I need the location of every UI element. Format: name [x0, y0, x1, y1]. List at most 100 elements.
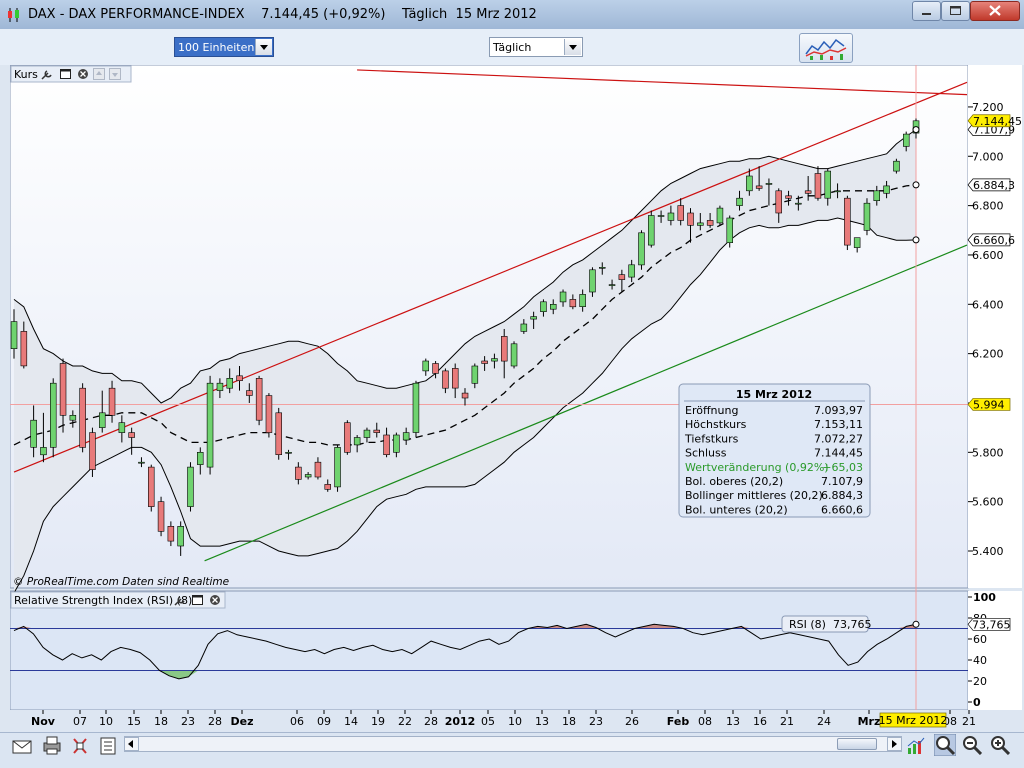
candle-body-up [608, 284, 616, 286]
candle [510, 341, 518, 369]
close-panel-icon[interactable] [78, 69, 88, 79]
rsi-tick-label: 0 [973, 696, 981, 709]
scroll-right-arrow[interactable] [887, 737, 902, 751]
candle [118, 415, 126, 443]
rsi-axis-tag: 73,765 [967, 617, 1011, 631]
candle [236, 365, 243, 391]
candle [873, 185, 880, 206]
indicators-chart-icon [805, 38, 847, 60]
minimize-button[interactable] [912, 1, 941, 21]
candle [304, 472, 312, 480]
maximize-button[interactable] [941, 1, 970, 21]
move-up-icon[interactable] [93, 68, 105, 80]
zoom-select-icon[interactable] [934, 734, 956, 756]
candle [295, 462, 302, 485]
candle-body-up [10, 321, 18, 350]
candle [148, 464, 155, 512]
candle [432, 361, 439, 379]
candle-body-up [353, 437, 361, 446]
rsi-wrench-icon[interactable] [174, 596, 185, 606]
candle-body-down [79, 387, 86, 448]
time-tick-label: 16 [753, 715, 767, 728]
candle [549, 299, 557, 315]
candle [49, 378, 57, 458]
candle-body-up [471, 365, 479, 384]
info-row-label: Tiefstkurs [684, 432, 739, 445]
candle-body-up [412, 382, 420, 433]
time-tick-label: Mrz [858, 715, 881, 728]
candle-body-up [138, 461, 145, 464]
candle-body-up [893, 160, 900, 172]
rsi-close-icon[interactable] [210, 595, 220, 605]
candle-body-up [49, 382, 57, 448]
time-tick-label: 22 [398, 715, 412, 728]
candle [99, 390, 106, 433]
candle [20, 321, 28, 369]
trend-line-upper-channel[interactable] [13, 81, 968, 473]
candle [79, 383, 86, 453]
print-icon[interactable] [42, 735, 62, 755]
time-tick-label: 18 [562, 715, 576, 728]
candle-body-down [785, 195, 792, 199]
trend-line-top-resistance[interactable] [357, 69, 968, 96]
mail-icon[interactable] [12, 737, 32, 757]
move-down-icon[interactable] [109, 68, 121, 80]
candle-body-down [275, 412, 282, 455]
candle-body-up [559, 291, 567, 303]
price-tick-label: 5.400 [972, 545, 1004, 558]
chart-area: 7.2007.0006.8006.6006.4006.2006.0005.800… [9, 64, 1022, 732]
candle [540, 299, 547, 317]
window-icon[interactable] [60, 69, 71, 79]
price-axis-bg [968, 65, 1022, 588]
delete-objects-icon[interactable] [70, 736, 90, 756]
candle [167, 521, 175, 547]
candle [422, 358, 429, 376]
candle [412, 380, 420, 438]
candle-body-up [520, 323, 528, 332]
list-icon[interactable] [98, 736, 118, 756]
zoom-in-icon[interactable] [990, 735, 1010, 755]
candle [736, 190, 743, 211]
indicators-add-icon[interactable] [906, 736, 926, 756]
scroll-thumb[interactable] [837, 738, 877, 750]
candle-body-down [148, 466, 155, 507]
candle-body-down [461, 392, 469, 399]
candle-body-up [530, 316, 537, 320]
candle [344, 420, 351, 455]
candle-body-down [677, 205, 684, 221]
candle-body-up [334, 447, 341, 488]
candle [814, 166, 822, 201]
rsi-window-icon[interactable] [192, 595, 203, 605]
cursor-price-tag: 5.994 [967, 398, 1011, 411]
time-scrollbar[interactable] [124, 736, 902, 752]
time-tick-label: 21 [780, 715, 794, 728]
price-tick-label: 6.800 [972, 200, 1004, 213]
scroll-left-arrow[interactable] [124, 737, 139, 751]
candle [726, 215, 733, 248]
candle [226, 368, 234, 394]
zoom-out-icon[interactable] [962, 735, 982, 755]
wrench-icon[interactable] [41, 70, 52, 80]
indicators-button[interactable] [799, 33, 853, 63]
candle-body-down [442, 370, 449, 389]
candle [824, 168, 831, 206]
candle-body-up [226, 377, 234, 389]
units-select[interactable]: 100 Einheiten [174, 37, 274, 57]
rsi-chart: 10080604020073,765 [10, 591, 1011, 709]
candle-body-down [89, 432, 96, 470]
time-tick-label: 08 [943, 715, 957, 728]
candle-body-down [324, 484, 331, 490]
trend-line-lower-channel[interactable] [204, 244, 968, 562]
candle [559, 289, 567, 307]
period-select[interactable]: Täglich [489, 37, 583, 57]
candle [598, 262, 606, 275]
time-tick-label: 08 [698, 715, 712, 728]
candle [275, 407, 282, 460]
candle [755, 166, 763, 191]
close-button[interactable] [970, 1, 1020, 21]
time-axis: Nov 07 10 15 18 23 28 Dez 06 09 14 19 22 28 2012 05 10 13… [31, 710, 976, 728]
candle-body-down [618, 274, 626, 280]
candle [530, 311, 537, 329]
maximize-icon [950, 6, 961, 15]
bollinger-marker [912, 126, 920, 134]
